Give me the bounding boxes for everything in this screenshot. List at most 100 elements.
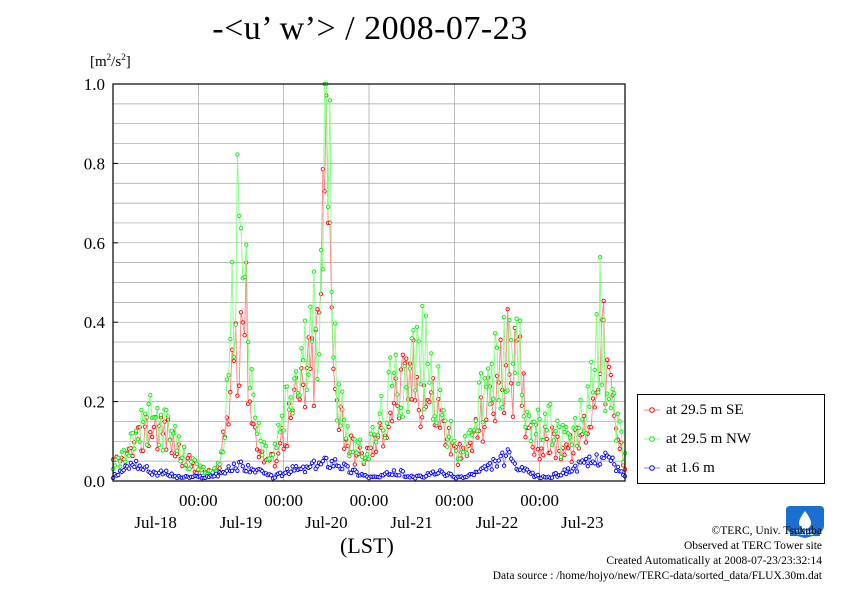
y-tick-label: 1.0 [84, 75, 105, 94]
data-point-se [141, 448, 146, 453]
data-point-se [496, 380, 501, 385]
data-point-nw [405, 409, 411, 415]
data-point-se [541, 453, 546, 458]
data-point-nw [199, 470, 205, 476]
data-point-nw [137, 439, 142, 444]
data-point-se [130, 453, 135, 459]
data-point-se [352, 462, 357, 467]
data-point-low [247, 470, 253, 475]
data-point-nw [318, 247, 324, 253]
data-point-nw [589, 359, 594, 365]
data-point-se [228, 390, 233, 395]
data-point-nw [212, 466, 217, 471]
data-point-se [235, 393, 240, 398]
data-point-low [340, 466, 345, 472]
data-point-nw [583, 431, 589, 436]
data-point-nw [445, 444, 450, 449]
data-point-nw [416, 339, 421, 344]
data-point-nw [500, 405, 505, 410]
data-point-low [471, 472, 477, 478]
data-point-low [610, 455, 615, 460]
data-point-low [500, 450, 505, 455]
data-point-se [583, 440, 589, 445]
data-point-nw [612, 391, 617, 396]
y-tick-label: 0.4 [84, 313, 106, 332]
data-point-low [606, 455, 612, 460]
data-point-nw [384, 421, 389, 426]
data-point-nw [493, 331, 498, 336]
data-point-nw [514, 316, 519, 321]
data-point-nw [420, 303, 425, 309]
data-point-nw [551, 438, 557, 443]
data-point-se [388, 410, 393, 415]
data-point-nw [544, 428, 549, 433]
data-point-nw [221, 450, 226, 455]
data-point-nw [245, 339, 251, 345]
data-point-nw [528, 438, 533, 444]
data-point-nw [217, 462, 222, 467]
data-point-nw [354, 450, 359, 455]
data-point-nw [562, 429, 567, 435]
data-point-se [510, 414, 516, 419]
data-point-se [240, 320, 245, 325]
data-point-se [562, 452, 567, 457]
data-point-se [501, 410, 507, 416]
data-point-low [288, 469, 293, 474]
data-point-low [329, 458, 334, 464]
data-point-nw [585, 384, 590, 389]
legend-marker-se [644, 407, 660, 413]
data-point-nw [446, 434, 452, 439]
data-point-nw [381, 428, 386, 433]
data-point-nw [379, 393, 384, 399]
data-point-nw [317, 352, 322, 357]
data-point-nw [132, 446, 137, 451]
x-tick-date-label: Jul-23 [561, 513, 604, 532]
data-point-se [391, 400, 397, 406]
data-point-low [564, 471, 569, 477]
data-point-nw [477, 380, 482, 385]
data-point-nw [201, 464, 206, 470]
data-point-nw [181, 444, 187, 450]
data-point-nw [276, 422, 281, 427]
data-point-nw [153, 415, 158, 420]
data-point-se [404, 356, 409, 361]
data-point-se [601, 298, 606, 303]
data-point-se [530, 445, 535, 450]
data-point-nw [249, 367, 254, 372]
data-point-nw [510, 361, 516, 366]
data-point-nw [160, 448, 165, 453]
data-point-nw [587, 404, 592, 409]
data-point-se [427, 400, 432, 405]
data-point-se [409, 397, 414, 402]
data-point-nw [366, 456, 372, 461]
data-point-low [245, 463, 251, 468]
copyright-text: ©TERC, Univ. Tsukuba [711, 525, 822, 537]
data-point-nw [432, 414, 437, 419]
data-point-nw [576, 425, 581, 431]
legend-item-nw: at 29.5 m NW [644, 428, 751, 450]
data-point-nw [112, 463, 117, 468]
data-point-low [215, 474, 221, 479]
data-point-nw [290, 411, 295, 416]
legend-item-se: at 29.5 m SE [644, 399, 744, 421]
data-point-nw [302, 318, 308, 323]
data-point-low [164, 468, 169, 473]
data-point-low [144, 464, 149, 469]
data-point-low [121, 468, 126, 473]
terc-logo: TERC [786, 506, 824, 538]
data-point-nw [592, 367, 597, 373]
data-point-se [589, 425, 594, 430]
data-point-nw [242, 274, 247, 280]
data-point-se [151, 424, 157, 430]
data-point-nw [409, 336, 414, 341]
data-point-low [501, 463, 507, 468]
data-point-nw [596, 390, 601, 395]
data-point-nw [482, 376, 487, 381]
data-point-se [503, 363, 509, 368]
data-point-nw [139, 407, 144, 413]
data-point-se [416, 407, 421, 413]
data-point-nw [487, 402, 493, 407]
y-tick-label: 0.8 [84, 154, 105, 173]
data-point-low [272, 475, 277, 480]
data-point-se [484, 417, 489, 422]
